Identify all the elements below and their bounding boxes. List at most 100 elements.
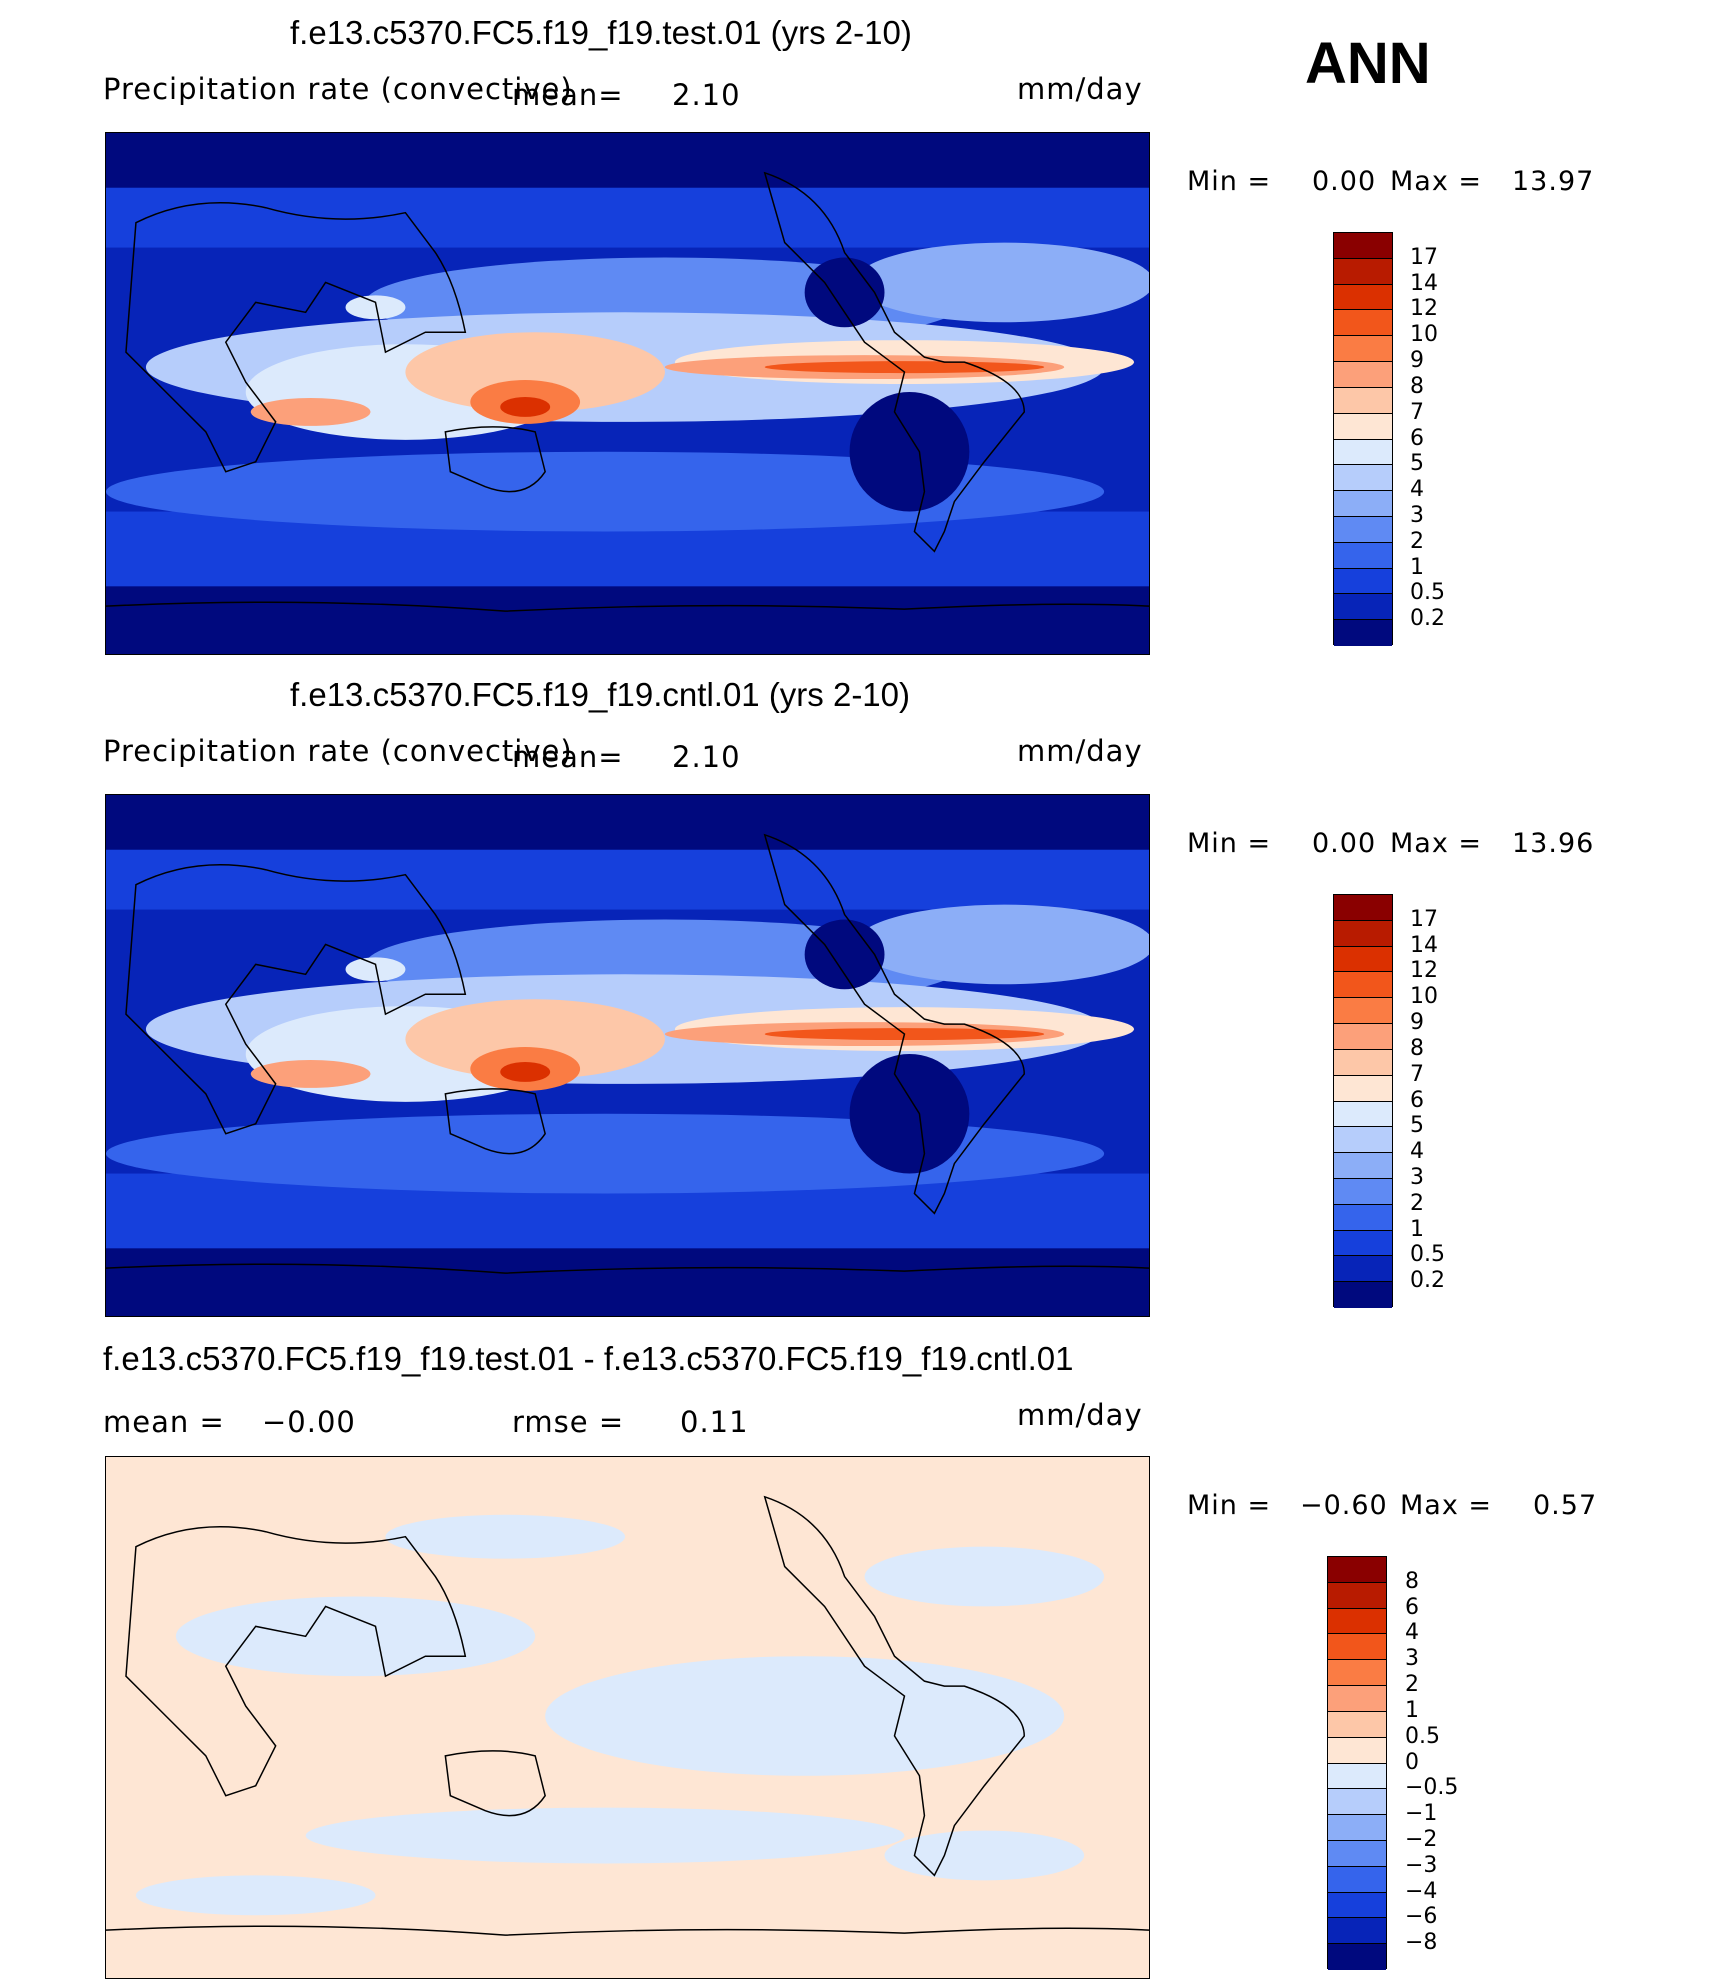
colorbar-tick-label: 7 <box>1410 399 1424 425</box>
colorbar-tick-label: 1 <box>1405 1697 1419 1723</box>
colorbar-swatch <box>1334 946 1392 973</box>
panel3-mean-label: mean = <box>103 1405 225 1439</box>
colorbar-swatch <box>1328 1918 1386 1945</box>
colorbar-tick-label: 5 <box>1410 1113 1424 1139</box>
colorbar-tick-label: 8 <box>1405 1568 1419 1594</box>
colorbar-swatch <box>1334 413 1392 440</box>
colorbar-swatch <box>1334 1256 1392 1283</box>
colorbar-swatch <box>1328 1866 1386 1893</box>
panel2-colorbar <box>1333 894 1393 1308</box>
panel3-min-value: −0.60 <box>1300 1490 1388 1521</box>
colorbar-tick-label: 0.5 <box>1405 1723 1440 1749</box>
colorbar-swatch <box>1328 1711 1386 1738</box>
colorbar-tick-label: 8 <box>1410 1035 1424 1061</box>
colorbar-tick-label: −0.5 <box>1405 1775 1459 1801</box>
colorbar-tick-label: 14 <box>1410 932 1438 958</box>
panel3-rmse-label: rmse = <box>512 1405 625 1439</box>
colorbar-swatch <box>1334 1075 1392 1102</box>
colorbar-tick-label: 6 <box>1410 425 1424 451</box>
colorbar-swatch <box>1328 1582 1386 1609</box>
colorbar-swatch <box>1334 920 1392 947</box>
colorbar-swatch <box>1334 1049 1392 1076</box>
panel2-title: f.e13.c5370.FC5.f19_f19.cntl.01 (yrs 2-1… <box>290 676 911 713</box>
colorbar-tick-label: 17 <box>1410 906 1438 932</box>
panel1-title: f.e13.c5370.FC5.f19_f19.test.01 (yrs 2-1… <box>290 14 912 51</box>
colorbar-tick-label: 10 <box>1410 322 1438 348</box>
colorbar-tick-label: 6 <box>1405 1594 1419 1620</box>
colorbar-swatch <box>1334 1204 1392 1231</box>
colorbar-tick-label: −4 <box>1405 1878 1438 1904</box>
panel2-mean-value: 2.10 <box>672 740 741 774</box>
colorbar-tick-label: 14 <box>1410 270 1438 296</box>
colorbar-tick-label: 0.2 <box>1410 1268 1445 1294</box>
colorbar-swatch <box>1334 998 1392 1025</box>
colorbar-swatch <box>1328 1557 1386 1583</box>
panel1-max-value: 13.97 <box>1512 166 1595 197</box>
colorbar-tick-label: 2 <box>1410 1190 1424 1216</box>
colorbar-tick-label: 3 <box>1410 502 1424 528</box>
colorbar-tick-label: −8 <box>1405 1930 1438 1956</box>
colorbar-swatch <box>1328 1892 1386 1919</box>
colorbar-tick-label: 0.5 <box>1410 580 1445 606</box>
panel2-units: mm/day <box>1017 734 1143 768</box>
colorbar-tick-label: 1 <box>1410 1216 1424 1242</box>
colorbar-tick-label: 0.2 <box>1410 606 1445 632</box>
colorbar-tick-label: 8 <box>1410 373 1424 399</box>
colorbar-swatch <box>1334 1127 1392 1154</box>
colorbar-tick-label: 2 <box>1405 1672 1419 1698</box>
colorbar-tick-label: 3 <box>1410 1164 1424 1190</box>
colorbar-tick-label: 9 <box>1410 1010 1424 1036</box>
panel1-colorbar <box>1333 232 1393 646</box>
colorbar-swatch <box>1328 1815 1386 1841</box>
colorbar-swatch <box>1328 1840 1386 1867</box>
colorbar-tick-label: 5 <box>1410 451 1424 477</box>
colorbar-swatch <box>1334 284 1392 311</box>
panel1-map <box>105 132 1150 655</box>
colorbar-tick-label: 7 <box>1410 1061 1424 1087</box>
colorbar-tick-label: 0.5 <box>1410 1242 1445 1268</box>
panel3-title: f.e13.c5370.FC5.f19_f19.test.01 - f.e13.… <box>103 1340 1074 1377</box>
colorbar-tick-label: 4 <box>1410 1139 1424 1165</box>
panel3-max-value: 0.57 <box>1533 1490 1598 1521</box>
colorbar-swatch <box>1328 1608 1386 1635</box>
colorbar-tick-label: 3 <box>1405 1646 1419 1672</box>
colorbar-swatch <box>1334 542 1392 569</box>
colorbar-tick-label: 12 <box>1410 958 1438 984</box>
colorbar-tick-label: 1 <box>1410 554 1424 580</box>
panel3-rmse-value: 0.11 <box>680 1405 749 1439</box>
colorbar-tick-label: 4 <box>1405 1620 1419 1646</box>
colorbar-swatch <box>1328 1660 1386 1687</box>
panel1-min-value: 0.00 <box>1312 166 1377 197</box>
colorbar-swatch <box>1328 1944 1386 1970</box>
panel1-min-label: Min = <box>1187 166 1272 197</box>
panel2-min-label: Min = <box>1187 828 1272 859</box>
panel2-min-value: 0.00 <box>1312 828 1377 859</box>
colorbar-tick-label: −6 <box>1405 1904 1438 1930</box>
season-label: ANN <box>1305 31 1431 96</box>
panel2-map <box>105 794 1150 1317</box>
panel3-max-label: Max = <box>1400 1490 1493 1521</box>
colorbar-tick-label: 9 <box>1410 348 1424 374</box>
colorbar-swatch <box>1334 1282 1392 1308</box>
colorbar-swatch <box>1334 491 1392 517</box>
colorbar-swatch <box>1334 336 1392 363</box>
colorbar-swatch <box>1334 620 1392 646</box>
colorbar-tick-label: 17 <box>1410 244 1438 270</box>
colorbar-swatch <box>1334 568 1392 595</box>
colorbar-swatch <box>1328 1763 1386 1790</box>
panel3-colorbar <box>1327 1556 1387 1970</box>
panel2-variable: Precipitation rate (convective) <box>103 734 573 768</box>
colorbar-swatch <box>1334 594 1392 621</box>
colorbar-swatch <box>1334 258 1392 285</box>
colorbar-tick-label: 6 <box>1410 1087 1424 1113</box>
panel1-max-label: Max = <box>1390 166 1483 197</box>
colorbar-tick-label: 0 <box>1405 1749 1419 1775</box>
colorbar-swatch <box>1334 1101 1392 1128</box>
panel3-min-label: Min = <box>1187 1490 1272 1521</box>
panel3-units: mm/day <box>1017 1398 1143 1432</box>
colorbar-tick-label: 10 <box>1410 984 1438 1010</box>
colorbar-swatch <box>1334 439 1392 466</box>
panel2-max-value: 13.96 <box>1512 828 1595 859</box>
panel2-max-label: Max = <box>1390 828 1483 859</box>
colorbar-swatch <box>1328 1634 1386 1661</box>
